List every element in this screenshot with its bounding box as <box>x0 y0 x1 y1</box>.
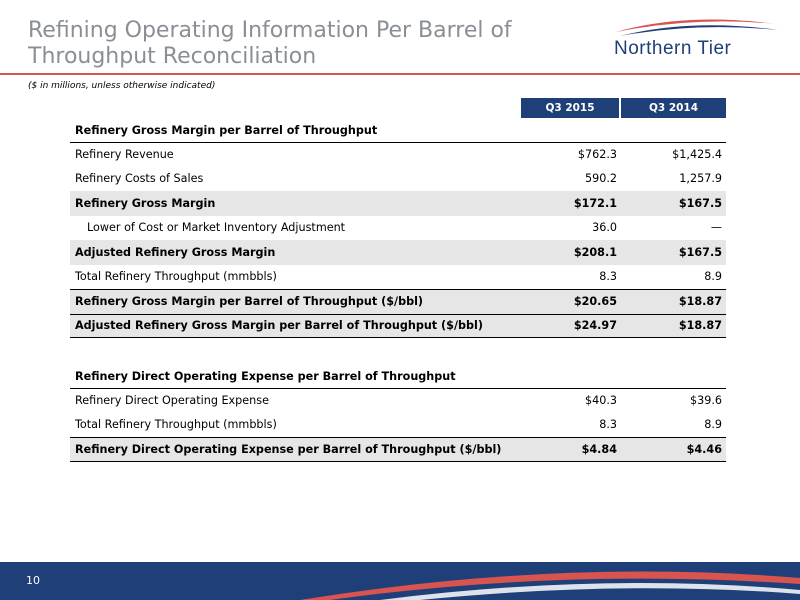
value-q3-2014: $18.87 <box>678 319 722 333</box>
row-label: Total Refinery Throughput (mmbbls) <box>75 270 277 284</box>
value-q3-2015: $208.1 <box>573 245 617 259</box>
title-divider <box>0 73 800 75</box>
table-row: Refinery Direct Operating Expense $40.3 … <box>70 388 726 413</box>
table-row: Lower of Cost or Market Inventory Adjust… <box>70 216 726 241</box>
value-q3-2015: $4.84 <box>581 442 617 456</box>
row-label: Refinery Gross Margin per Barrel of Thro… <box>75 295 424 309</box>
units-note: ($ in millions, unless otherwise indicat… <box>28 81 216 91</box>
value-q3-2015: 36.0 <box>592 221 617 235</box>
column-header-q3-2015: Q3 2015 <box>521 98 619 118</box>
reconciliation-table: Q3 2015 Q3 2014 Refinery Gross Margin pe… <box>70 98 726 462</box>
northern-tier-logo: Northern Tier <box>606 10 786 62</box>
value-q3-2014: $167.5 <box>678 245 722 259</box>
value-q3-2014: 1,257.9 <box>679 172 722 186</box>
value-q3-2015: 8.3 <box>599 418 617 432</box>
table-row: Refinery Gross Margin per Barrel of Thro… <box>70 289 726 314</box>
value-q3-2015: $20.65 <box>573 295 617 309</box>
value-q3-2015: $172.1 <box>573 196 617 210</box>
value-q3-2015: 590.2 <box>584 172 617 186</box>
footer-swoosh-icon <box>300 571 800 600</box>
table-row: Total Refinery Throughput (mmbbls) 8.3 8… <box>70 265 726 290</box>
row-label: Adjusted Refinery Gross Margin <box>75 245 276 259</box>
table-row: Refinery Revenue $762.3 $1,425.4 <box>70 142 726 167</box>
row-label: Refinery Gross Margin <box>75 196 216 210</box>
value-q3-2015: $40.3 <box>584 394 617 408</box>
row-label: Refinery Costs of Sales <box>75 172 204 186</box>
value-q3-2015: 8.3 <box>599 270 617 284</box>
value-q3-2015: $762.3 <box>577 148 617 162</box>
value-q3-2014: 8.9 <box>704 418 722 432</box>
table-row: Adjusted Refinery Gross Margin per Barre… <box>70 313 726 338</box>
row-label: Refinery Direct Operating Expense per Ba… <box>75 442 502 456</box>
row-label: Refinery Revenue <box>75 148 174 162</box>
value-q3-2014: $4.46 <box>686 442 722 456</box>
row-label: Total Refinery Throughput (mmbbls) <box>75 418 277 432</box>
table-row: Refinery Direct Operating Expense per Ba… <box>70 437 726 462</box>
logo-swoosh-icon <box>616 19 778 36</box>
value-q3-2014: — <box>710 221 722 235</box>
value-q3-2014: $1,425.4 <box>672 148 722 162</box>
table-row: Refinery Costs of Sales 590.2 1,257.9 <box>70 167 726 192</box>
value-q3-2015: $24.97 <box>573 319 617 333</box>
section-heading-operating-expense: Refinery Direct Operating Expense per Ba… <box>75 369 456 383</box>
page-title: Refining Operating Information Per Barre… <box>28 18 512 69</box>
row-label: Lower of Cost or Market Inventory Adjust… <box>87 221 346 235</box>
table-row: Total Refinery Throughput (mmbbls) 8.3 8… <box>70 413 726 438</box>
page-number: 10 <box>26 574 40 587</box>
table-row: Refinery Gross Margin $172.1 $167.5 <box>70 191 726 216</box>
row-label: Refinery Direct Operating Expense <box>75 394 269 408</box>
footer-bar: 10 <box>0 562 800 600</box>
table-row: Adjusted Refinery Gross Margin $208.1 $1… <box>70 240 726 265</box>
value-q3-2014: $18.87 <box>678 295 722 309</box>
logo-text: Northern Tier <box>614 38 732 59</box>
value-q3-2014: $167.5 <box>678 196 722 210</box>
column-header-q3-2014: Q3 2014 <box>621 98 726 118</box>
section-spacer <box>70 338 726 364</box>
row-label: Adjusted Refinery Gross Margin per Barre… <box>75 319 483 333</box>
table-header: Q3 2015 Q3 2014 <box>70 98 726 118</box>
value-q3-2014: $39.6 <box>689 394 722 408</box>
section-heading-gross-margin: Refinery Gross Margin per Barrel of Thro… <box>75 123 378 137</box>
value-q3-2014: 8.9 <box>704 270 722 284</box>
